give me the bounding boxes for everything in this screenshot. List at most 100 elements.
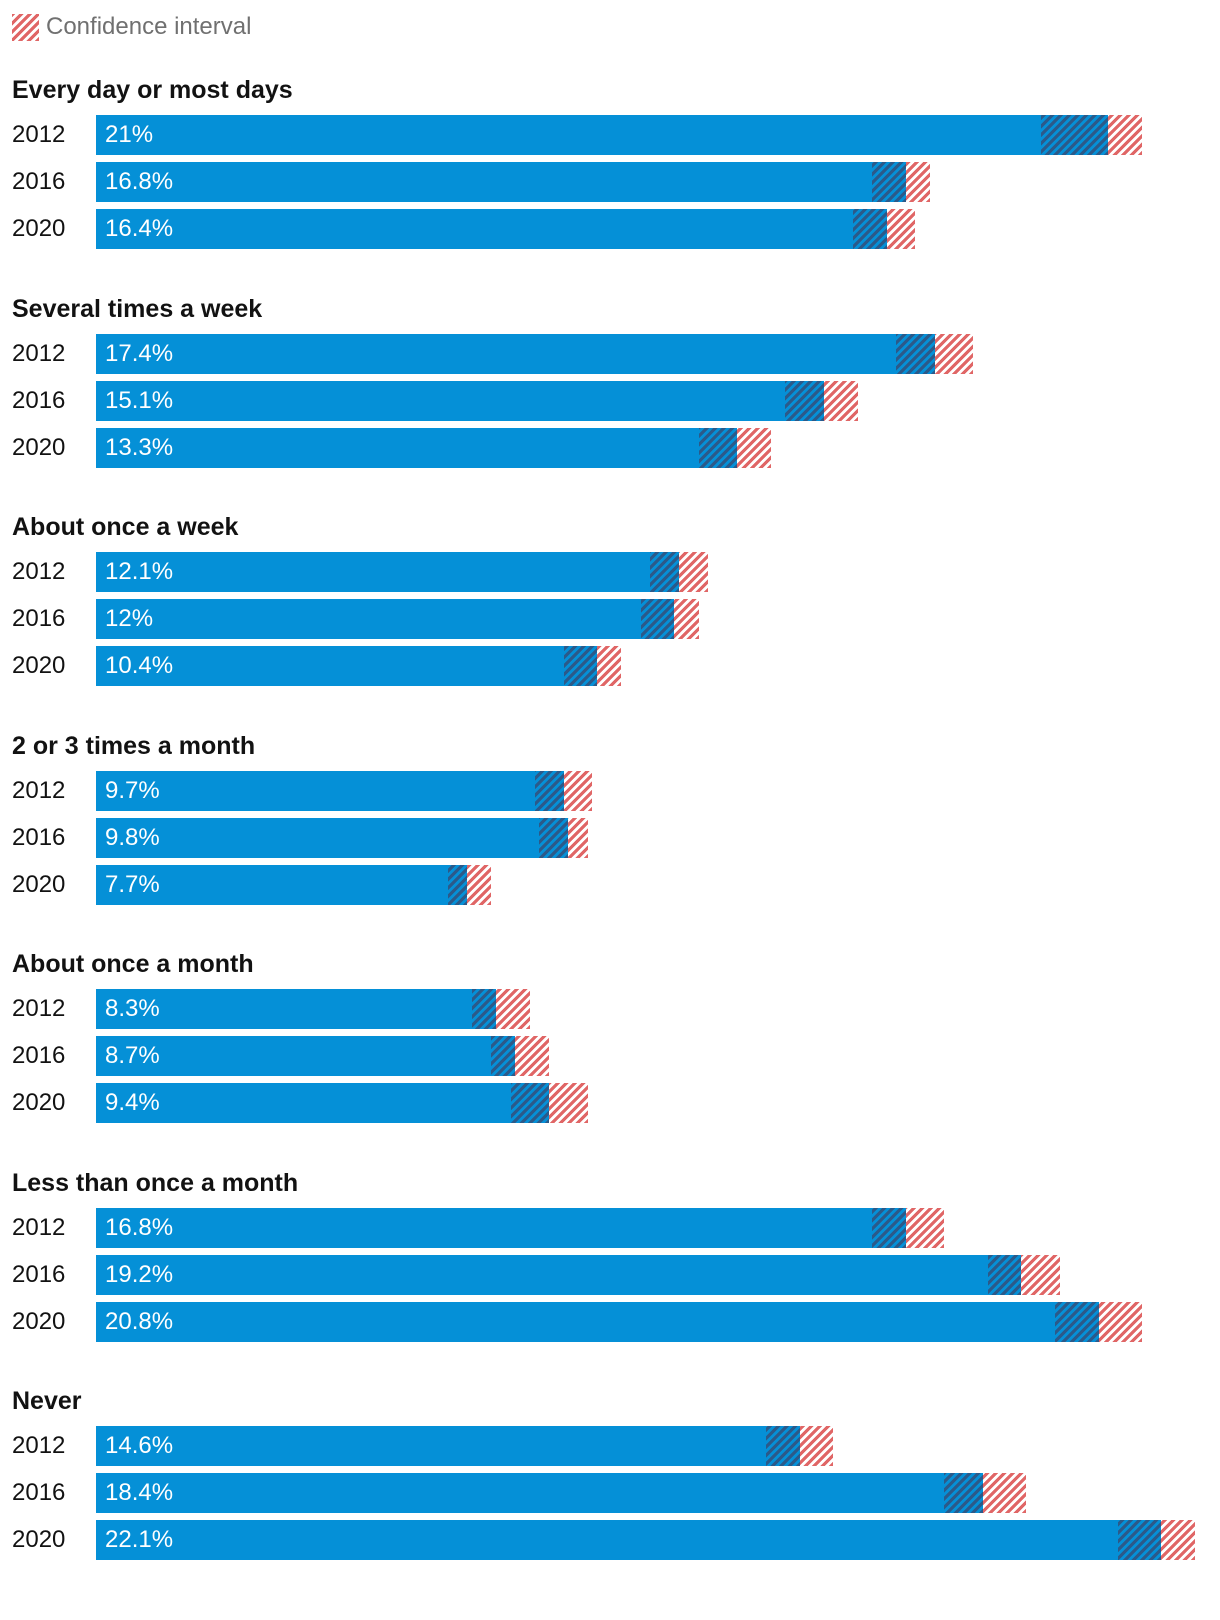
year-label: 2016	[12, 1042, 66, 1069]
group-title: Every day or most days	[12, 76, 293, 104]
ci-upper-part	[982, 1473, 1027, 1513]
ci-lower-part	[1055, 1301, 1099, 1342]
bar-value-label: 8.3%	[105, 995, 160, 1022]
year-label: 2016	[12, 168, 66, 195]
year-label: 2016	[12, 1479, 66, 1506]
bar	[96, 1207, 906, 1248]
bar	[96, 1254, 1022, 1295]
bar	[96, 427, 738, 468]
bar	[96, 817, 569, 858]
confidence-interval-swatch-icon	[12, 13, 39, 41]
ci-lower-part	[698, 427, 738, 468]
ci-lower-part	[447, 864, 468, 905]
year-label: 2020	[12, 870, 66, 898]
year-label: 2020	[12, 1307, 66, 1335]
bar-value-label: 22.1%	[105, 1526, 174, 1553]
bar-value-label: 14.6%	[105, 1432, 174, 1459]
ci-upper-part	[674, 599, 699, 639]
ci-lower-part	[896, 333, 935, 374]
ci-upper-part	[934, 333, 974, 374]
bar	[96, 1520, 1162, 1560]
bar	[96, 115, 1109, 155]
bar-value-label: 21%	[105, 121, 154, 148]
year-label: 2012	[12, 995, 66, 1022]
group-title: Never	[12, 1387, 82, 1415]
year-label: 2016	[12, 386, 66, 414]
bar	[96, 552, 680, 592]
ci-upper-part	[905, 1207, 945, 1248]
ci-upper-part	[1021, 1254, 1061, 1295]
year-label: 2012	[12, 1213, 66, 1241]
bar-value-label: 12%	[105, 605, 154, 632]
bar-value-label: 13.3%	[105, 433, 174, 461]
year-label: 2020	[12, 652, 66, 679]
ci-lower-part	[872, 1207, 906, 1248]
ci-upper-part	[1098, 1301, 1142, 1342]
bar-value-label: 10.4%	[105, 652, 174, 679]
group-title: About once a month	[12, 950, 254, 978]
ci-lower-part	[539, 817, 569, 858]
ci-lower-part	[852, 209, 887, 249]
ci-upper-part	[467, 864, 492, 905]
year-label: 2016	[12, 605, 66, 632]
year-label: 2012	[12, 121, 66, 148]
year-label: 2020	[12, 215, 66, 242]
ci-upper-part	[563, 770, 593, 811]
bar-value-label: 17.4%	[105, 339, 174, 367]
ci-upper-part	[799, 1426, 834, 1466]
year-label: 2016	[12, 1260, 66, 1288]
ci-upper-part	[905, 162, 930, 202]
bar	[96, 599, 675, 639]
bar	[96, 209, 887, 249]
ci-lower-part	[785, 380, 824, 421]
ci-upper-part	[549, 1083, 588, 1123]
bar	[96, 1036, 516, 1076]
year-label: 2012	[12, 339, 66, 367]
bar	[96, 1473, 983, 1513]
ci-lower-part	[491, 1036, 516, 1076]
bar-value-label: 20.8%	[105, 1307, 174, 1335]
bar-value-label: 19.2%	[105, 1260, 174, 1288]
ci-lower-part	[650, 552, 680, 592]
bar-value-label: 7.7%	[105, 870, 160, 898]
bar-value-label: 16.8%	[105, 168, 174, 195]
ci-upper-part	[1108, 115, 1142, 155]
year-label: 2012	[12, 558, 66, 585]
year-label: 2020	[12, 1089, 66, 1116]
bar	[96, 162, 906, 202]
bar	[96, 333, 935, 374]
bar-value-label: 15.1%	[105, 386, 174, 414]
ci-lower-part	[1040, 115, 1109, 155]
ci-upper-part	[568, 817, 588, 858]
bar	[96, 1301, 1099, 1342]
bar	[96, 770, 564, 811]
year-label: 2020	[12, 1526, 66, 1553]
year-label: 2012	[12, 1432, 66, 1459]
ci-lower-part	[534, 770, 564, 811]
group-title: Less than once a month	[12, 1168, 299, 1197]
group-title: About once a week	[12, 513, 239, 541]
bar	[96, 989, 497, 1029]
ci-lower-part	[987, 1254, 1022, 1295]
ci-upper-part	[823, 380, 858, 421]
ci-upper-part	[1161, 1520, 1195, 1560]
legend: Confidence interval	[12, 12, 251, 42]
bar-value-label: 18.4%	[105, 1479, 174, 1506]
bar-value-label: 8.7%	[105, 1042, 160, 1069]
bar-value-label: 16.4%	[105, 215, 174, 242]
bar-value-label: 9.7%	[105, 776, 160, 804]
bar	[96, 646, 598, 686]
group-title: 2 or 3 times a month	[12, 731, 256, 760]
legend-label: Confidence interval	[46, 13, 252, 40]
year-label: 2012	[12, 776, 66, 804]
bar	[96, 380, 824, 421]
year-label: 2016	[12, 823, 66, 851]
ci-lower-part	[872, 162, 906, 202]
ci-lower-part	[1117, 1520, 1162, 1560]
bar	[96, 1083, 550, 1123]
ci-upper-part	[679, 552, 709, 592]
ci-lower-part	[640, 599, 675, 639]
year-label: 2020	[12, 433, 66, 461]
ci-lower-part	[944, 1473, 983, 1513]
